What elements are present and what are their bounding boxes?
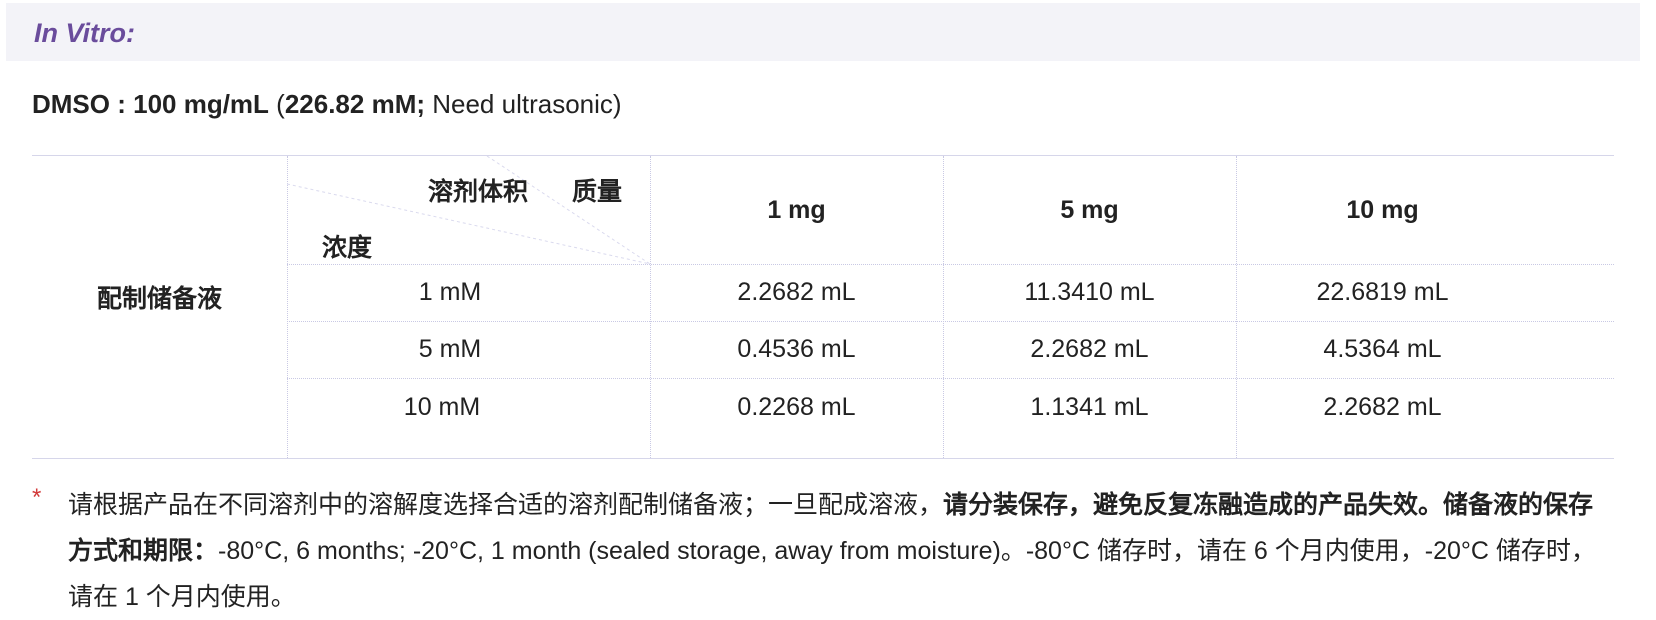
- concentration-cell: 5 mM: [418, 335, 482, 363]
- concentration-cell: 10 mM: [403, 393, 481, 421]
- volume-cell: 4.5364 mL: [1323, 335, 1442, 363]
- note-asterisk: *: [32, 484, 42, 511]
- grid-line: [287, 321, 1614, 322]
- solvent-name: DMSO: [32, 89, 110, 119]
- grid-line: [287, 156, 288, 458]
- stock-solution-table: 溶剂体积 质量 浓度 配制储备液 1 mg 5 mg 10 mg 1 mM 2.…: [32, 155, 1614, 459]
- solubility-molarity: 226.82 mM;: [284, 89, 426, 119]
- solubility-statement: DMSO : 100 mg/mL (226.82 mM; Need ultras…: [32, 89, 622, 120]
- volume-cell: 11.3410 mL: [1024, 278, 1155, 306]
- corner-diagonal: [287, 156, 650, 264]
- grid-line: [287, 378, 1614, 379]
- solubility-note: Need ultrasonic): [425, 89, 622, 119]
- volume-cell: 2.2682 mL: [1030, 335, 1149, 363]
- note-plain-text: 请根据产品在不同溶剂中的溶解度选择合适的溶剂配制储备液；一旦配成溶液，: [68, 491, 944, 519]
- mass-header: 1 mg: [767, 195, 826, 224]
- volume-cell: 1.1341 mL: [1030, 393, 1149, 421]
- grid-line: [650, 156, 651, 458]
- volume-cell: 0.4536 mL: [737, 335, 856, 363]
- section-title: In Vitro:: [34, 18, 135, 48]
- row-group-label: 配制储备液: [96, 284, 222, 313]
- volume-cell: 2.2682 mL: [737, 278, 856, 306]
- corner-mass-label: 质量: [572, 178, 623, 206]
- open-paren: (: [268, 89, 285, 119]
- corner-concentration-label: 浓度: [322, 234, 373, 262]
- mass-header: 5 mg: [1060, 195, 1119, 224]
- storage-note-text: 请根据产品在不同溶剂中的溶解度选择合适的溶剂配制储备液；一旦配成溶液，请分装保存…: [68, 482, 1618, 620]
- volume-cell: 0.2268 mL: [737, 393, 856, 421]
- solvent-separator: :: [110, 89, 134, 119]
- note-bold-storage-label: 储备液的保存方式和期限：: [68, 491, 1594, 565]
- mass-header: 10 mg: [1346, 195, 1419, 224]
- volume-cell: 22.6819 mL: [1316, 278, 1449, 306]
- section-header-bar: In Vitro:: [6, 3, 1640, 61]
- corner-volume-label: 溶剂体积: [428, 178, 529, 206]
- volume-cell: 2.2682 mL: [1323, 393, 1442, 421]
- solubility-concentration: 100 mg/mL: [133, 89, 269, 119]
- note-bold-warning: 请分装保存，避免反复冻融造成的产品失效。: [943, 491, 1444, 519]
- grid-line: [287, 264, 1614, 265]
- concentration-cell: 1 mM: [418, 278, 482, 306]
- note-storage-conditions: -80°C, 6 months; -20°C, 1 month (sealed …: [68, 537, 1596, 611]
- grid-line: [1236, 156, 1237, 458]
- grid-line: [943, 156, 944, 458]
